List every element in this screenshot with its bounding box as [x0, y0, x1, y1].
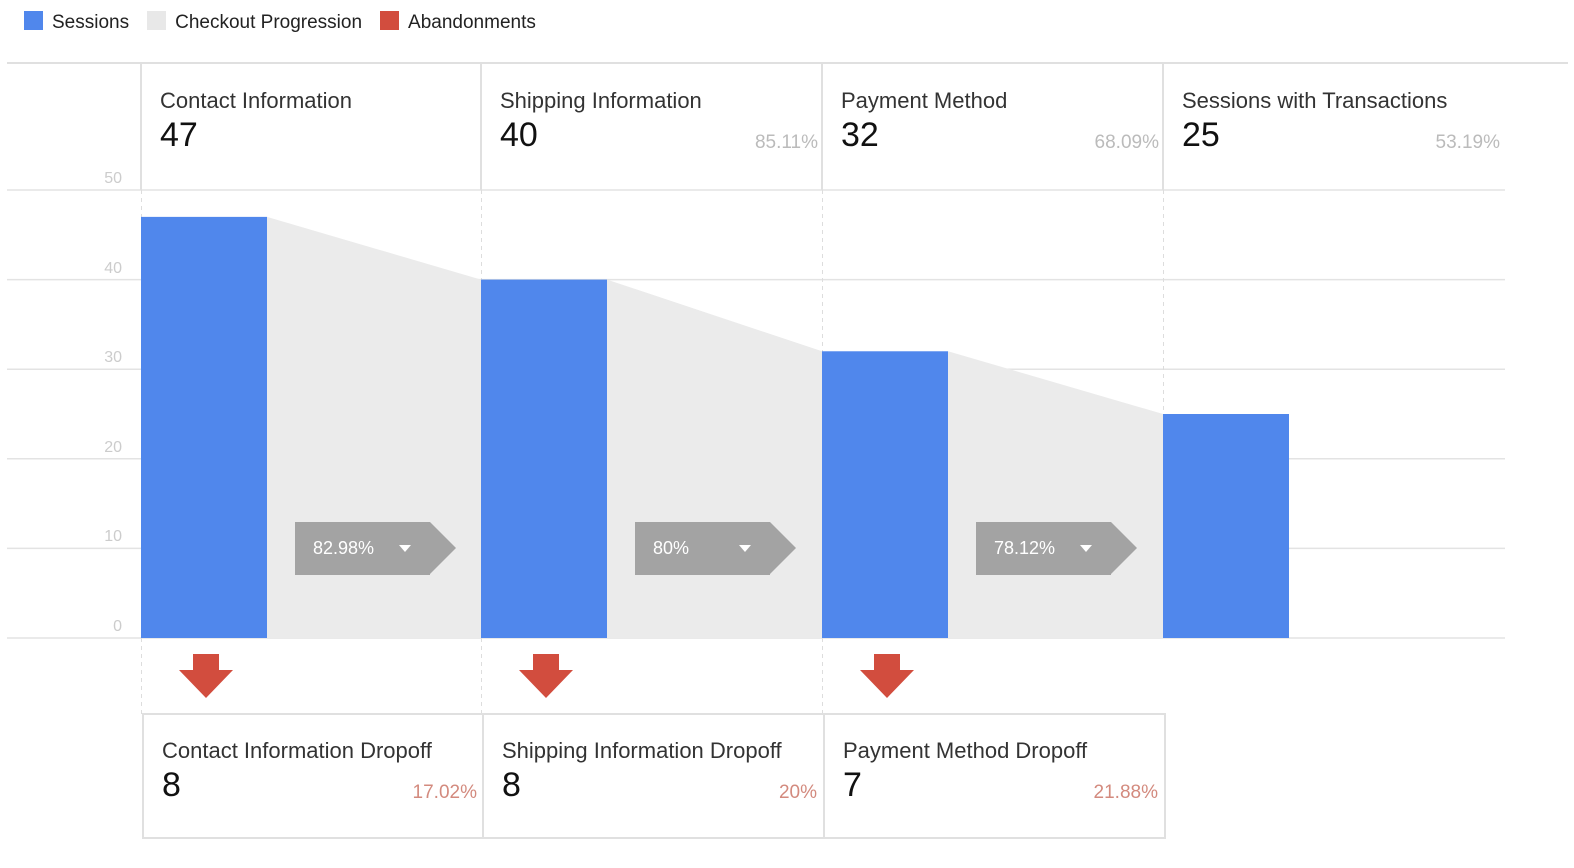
progression-badge[interactable]: 78.12%: [976, 522, 1137, 575]
step-percent: 85.11%: [754, 132, 818, 153]
progression-area: [948, 351, 1163, 638]
dropoff-panel[interactable]: Shipping Information Dropoff 8 20%: [502, 738, 817, 805]
progression-swatch: [147, 10, 167, 30]
y-tick-label: 20: [104, 438, 122, 456]
step-header: Payment Method 32 68.09%: [841, 88, 1171, 155]
dropoff-label: Shipping Information Dropoff: [502, 738, 782, 763]
y-tick-label: 10: [104, 528, 122, 546]
step-percent: 53.19%: [1435, 132, 1500, 153]
session-bar-0: [141, 216, 267, 638]
step-label: Shipping Information: [500, 88, 702, 113]
step-header: Contact Information 47: [160, 88, 490, 155]
progression-rate: 78.12%: [994, 538, 1056, 558]
step-value: 47: [160, 116, 198, 154]
caret-down-icon: [1080, 545, 1092, 552]
abandonment-arrow-icon: [860, 654, 914, 698]
legend-label: Sessions: [52, 12, 130, 33]
dropoff-percent: 17.02%: [412, 782, 477, 803]
y-tick-label: 40: [104, 259, 122, 277]
dropoff-percent: 20%: [778, 782, 817, 803]
progression-rate: 82.98%: [313, 538, 375, 558]
step-percent: 68.09%: [1094, 132, 1159, 153]
y-tick-label: 0: [113, 618, 122, 635]
abandonments-swatch: [380, 10, 400, 30]
step-value: 32: [841, 116, 879, 154]
progression-rate: 80%: [653, 538, 690, 558]
legend-label: Checkout Progression: [175, 12, 363, 33]
caret-down-icon: [739, 545, 751, 552]
abandonment-arrow-icon: [179, 654, 233, 698]
legend-label: Abandonments: [408, 12, 536, 33]
step-header: Shipping Information 40 85.11%: [500, 88, 830, 155]
step-label: Sessions with Transactions: [1182, 88, 1448, 113]
dropoff-value: 8: [162, 766, 181, 804]
step-value: 25: [1182, 116, 1220, 154]
session-bar-1: [481, 279, 607, 638]
progression-area: [607, 279, 822, 638]
progression-badge[interactable]: 82.98%: [295, 522, 456, 575]
dropoff-panel[interactable]: Payment Method Dropoff 7 21.88%: [843, 738, 1158, 805]
legend: Sessions Checkout Progression Abandonmen…: [24, 10, 536, 34]
progression-badge[interactable]: 80%: [635, 522, 796, 575]
caret-down-icon: [399, 545, 411, 552]
step-value: 40: [500, 116, 538, 154]
sessions-swatch: [24, 10, 43, 30]
abandonment-arrow-icon: [519, 654, 573, 698]
dropoff-value: 8: [502, 766, 521, 804]
dropoff-percent: 21.88%: [1093, 782, 1158, 803]
session-bar-3: [1163, 414, 1289, 638]
step-label: Contact Information: [160, 88, 352, 113]
session-bar-2: [822, 351, 948, 638]
dropoff-panel[interactable]: Contact Information Dropoff 8 17.02%: [162, 738, 477, 805]
dropoff-value: 7: [843, 766, 862, 804]
dropoff-label: Contact Information Dropoff: [162, 738, 432, 763]
legend-sessions[interactable]: Sessions: [24, 10, 130, 34]
dropoff-panel-border: [142, 713, 1166, 839]
step-header: Sessions with Transactions 25 53.19%: [1182, 88, 1512, 155]
legend-checkout-progression[interactable]: Checkout Progression: [147, 10, 363, 34]
dropoff-label: Payment Method Dropoff: [843, 738, 1088, 763]
step-label: Payment Method: [841, 88, 1008, 113]
y-tick-label: 50: [104, 170, 122, 187]
y-tick-label: 30: [104, 349, 122, 367]
legend-abandonments[interactable]: Abandonments: [380, 10, 536, 34]
